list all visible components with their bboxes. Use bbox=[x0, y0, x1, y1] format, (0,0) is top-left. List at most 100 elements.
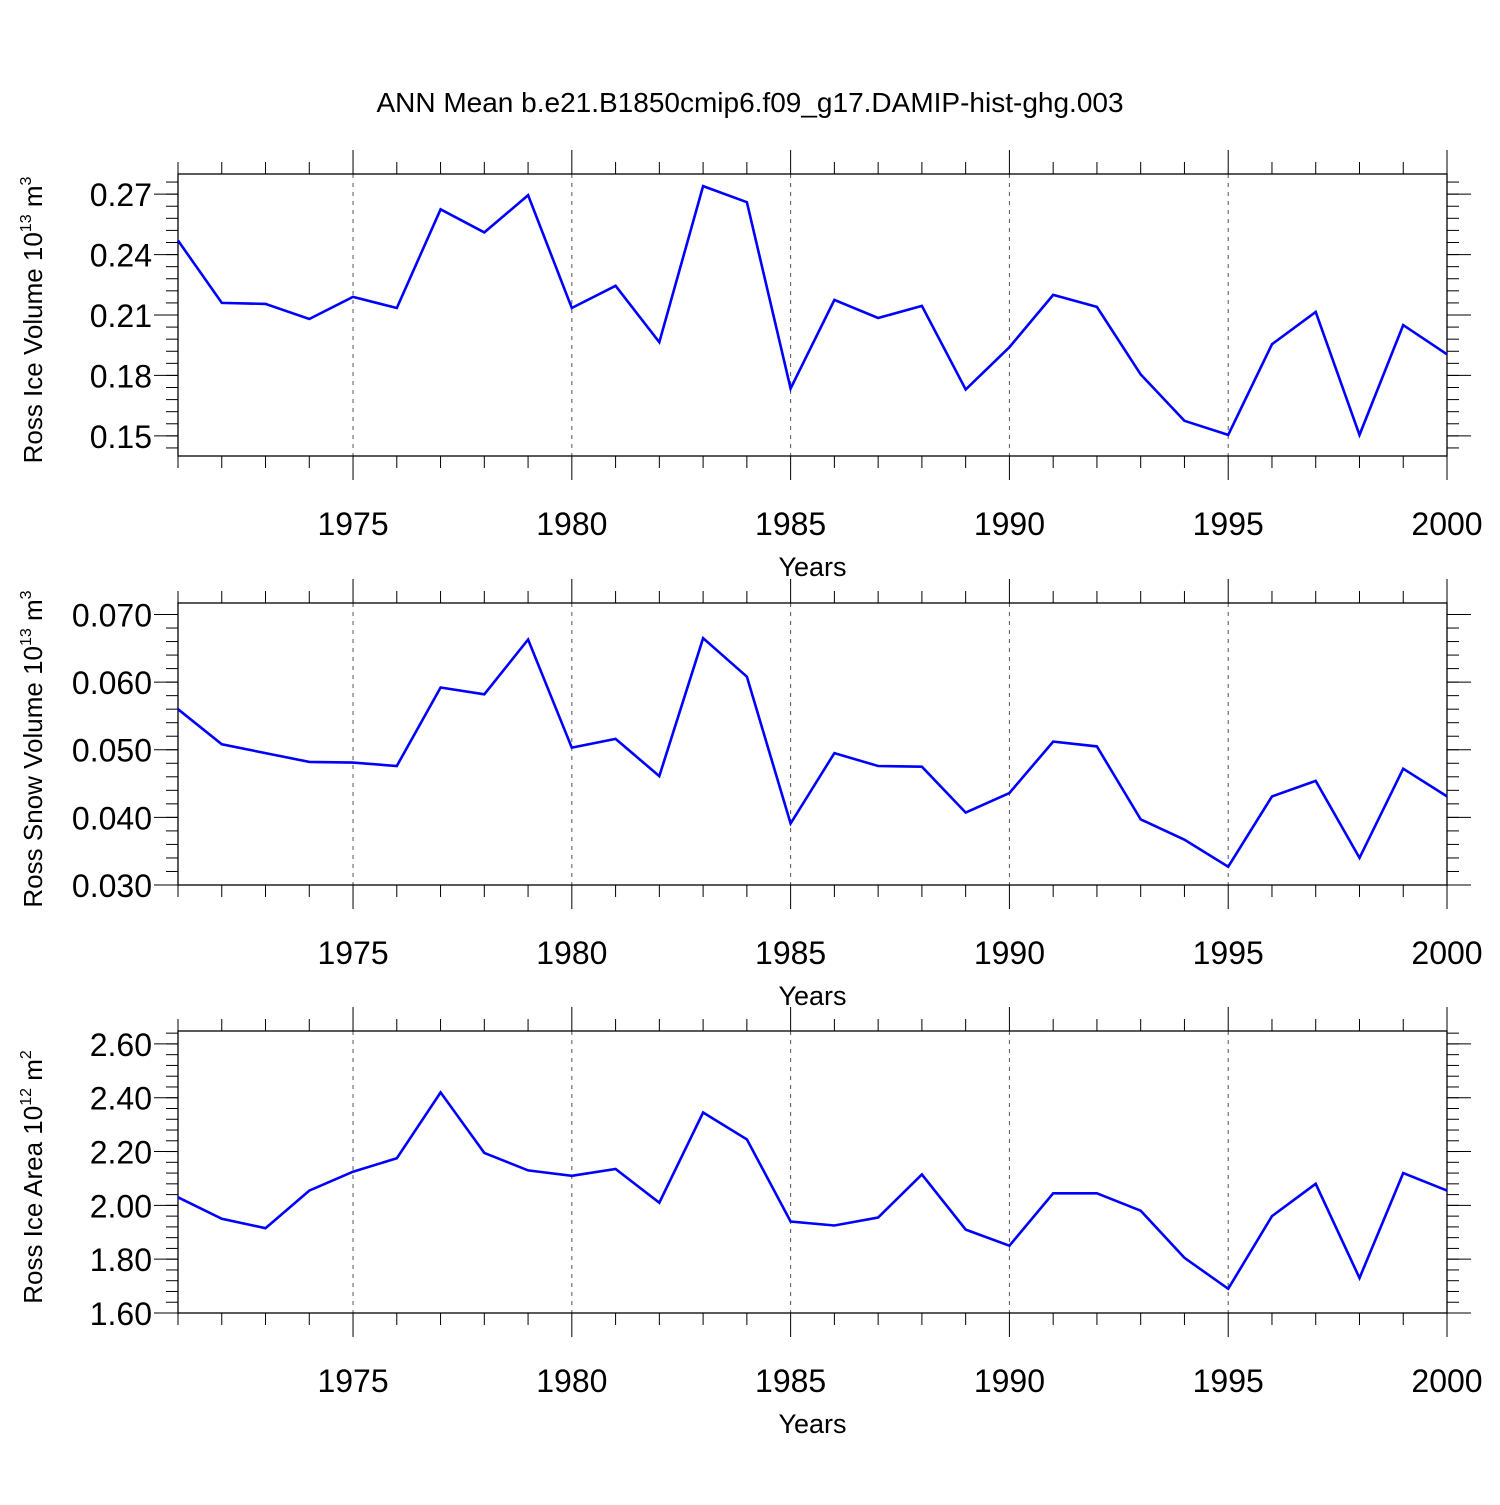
ytick-label-ice-area-0: 1.60 bbox=[90, 1296, 152, 1332]
xtick-label-snow-volume-1975: 1975 bbox=[317, 935, 388, 971]
ytick-label-ice-volume-0: 0.15 bbox=[90, 419, 152, 455]
data-point-ice-volume-1993 bbox=[1139, 372, 1143, 376]
xtick-label-ice-volume-1990: 1990 bbox=[974, 506, 1045, 542]
data-point-ice-volume-1995 bbox=[1226, 433, 1230, 437]
data-point-ice-area-1973 bbox=[264, 1226, 268, 1230]
xtick-label-ice-volume-1980: 1980 bbox=[536, 506, 607, 542]
data-point-snow-volume-1971 bbox=[176, 707, 180, 711]
data-point-ice-area-1972 bbox=[220, 1217, 224, 1221]
data-point-snow-volume-1983 bbox=[701, 636, 705, 640]
data-point-snow-volume-1981 bbox=[614, 737, 618, 741]
ytick-label-ice-volume-3: 0.24 bbox=[90, 238, 152, 274]
data-point-ice-volume-1979 bbox=[526, 193, 530, 197]
xtick-label-ice-area-1985: 1985 bbox=[755, 1363, 826, 1399]
yaxis-label-snow-volume: Ross Snow Volume 1013 m3 bbox=[18, 590, 48, 907]
data-point-snow-volume-1972 bbox=[220, 742, 224, 746]
data-point-snow-volume-1995 bbox=[1226, 865, 1230, 869]
data-point-snow-volume-1996 bbox=[1270, 794, 1274, 798]
data-point-ice-volume-1985 bbox=[789, 387, 793, 391]
data-point-snow-volume-1997 bbox=[1314, 779, 1318, 783]
xtick-label-snow-volume-1985: 1985 bbox=[755, 935, 826, 971]
data-point-snow-volume-1999 bbox=[1401, 767, 1405, 771]
ytick-label-ice-volume-1: 0.18 bbox=[90, 358, 152, 394]
data-point-ice-volume-1971 bbox=[176, 238, 180, 242]
data-point-ice-volume-1972 bbox=[220, 301, 224, 305]
data-point-ice-area-1991 bbox=[1051, 1191, 1055, 1195]
data-point-ice-volume-1975 bbox=[351, 295, 355, 299]
data-point-ice-area-1997 bbox=[1314, 1182, 1318, 1186]
data-point-snow-volume-1986 bbox=[832, 751, 836, 755]
xtick-label-ice-area-1980: 1980 bbox=[536, 1363, 607, 1399]
xtick-label-ice-volume-1975: 1975 bbox=[317, 506, 388, 542]
data-point-ice-area-1990 bbox=[1007, 1244, 1011, 1248]
xtick-label-snow-volume-1980: 1980 bbox=[536, 935, 607, 971]
panel-snow-volume: 0.030 0.040 0.050 0.060 0.070 1975 1980 1985 199… bbox=[18, 579, 1483, 1011]
ytick-label-ice-area-3: 2.20 bbox=[90, 1135, 152, 1171]
data-point-ice-volume-1982 bbox=[657, 340, 661, 344]
data-point-ice-volume-1977 bbox=[439, 207, 443, 211]
data-point-ice-area-1978 bbox=[482, 1151, 486, 1155]
xtick-label-snow-volume-2000: 2000 bbox=[1411, 935, 1482, 971]
series-line-ice-volume bbox=[176, 184, 1448, 439]
data-point-ice-volume-1996 bbox=[1270, 342, 1274, 346]
plot-frame-snow-volume bbox=[177, 602, 1448, 886]
chart-title: ANN Mean b.e21.B1850cmip6.f09_g17.DAMIP-… bbox=[376, 87, 1123, 118]
plot-frame-ice-area bbox=[177, 1030, 1448, 1314]
data-point-ice-area-1980 bbox=[570, 1174, 574, 1178]
ytick-label-ice-volume-4: 0.27 bbox=[90, 177, 152, 213]
data-point-ice-area-1976 bbox=[395, 1156, 399, 1160]
data-point-ice-area-1992 bbox=[1095, 1191, 1099, 1195]
data-point-ice-area-1974 bbox=[307, 1189, 311, 1193]
yaxis-label-ice-area: Ross Ice Area 1012 m2 bbox=[18, 1050, 48, 1304]
data-point-snow-volume-1987 bbox=[876, 764, 880, 768]
ytick-label-ice-area-5: 2.60 bbox=[90, 1027, 152, 1063]
data-point-ice-area-1982 bbox=[657, 1201, 661, 1205]
data-point-ice-area-1977 bbox=[439, 1090, 443, 1094]
data-point-snow-volume-1974 bbox=[307, 760, 311, 764]
data-point-ice-volume-1974 bbox=[307, 317, 311, 321]
data-point-snow-volume-1990 bbox=[1007, 791, 1011, 795]
ytick-label-ice-area-2: 2.00 bbox=[90, 1188, 152, 1224]
data-point-snow-volume-1973 bbox=[264, 751, 268, 755]
series-line-snow-volume bbox=[177, 635, 1448, 869]
data-point-snow-volume-1980 bbox=[570, 746, 574, 750]
data-point-ice-volume-1987 bbox=[876, 316, 880, 320]
xtick-label-ice-volume-1985: 1985 bbox=[755, 506, 826, 542]
data-point-ice-area-1985 bbox=[789, 1220, 793, 1224]
data-point-snow-volume-1982 bbox=[657, 774, 661, 778]
panels: 0.15 0.18 0.21 0.24 0.27 1975 1980 1985 1990 1995… bbox=[18, 150, 1483, 1439]
data-point-ice-volume-1980 bbox=[570, 306, 574, 310]
xtick-label-ice-volume-1995: 1995 bbox=[1193, 506, 1264, 542]
xtick-label-ice-area-1995: 1995 bbox=[1193, 1363, 1264, 1399]
data-point-snow-volume-1991 bbox=[1051, 740, 1055, 744]
data-point-ice-volume-1981 bbox=[614, 284, 618, 288]
data-point-ice-volume-1997 bbox=[1314, 310, 1318, 314]
data-point-ice-area-1986 bbox=[832, 1224, 836, 1228]
data-point-ice-volume-1988 bbox=[920, 304, 924, 308]
data-point-ice-area-1993 bbox=[1139, 1209, 1143, 1213]
data-point-ice-area-1998 bbox=[1357, 1276, 1361, 1280]
ytick-label-snow-volume-2: 0.050 bbox=[72, 733, 152, 769]
data-point-ice-volume-1986 bbox=[832, 298, 836, 302]
data-point-snow-volume-1998 bbox=[1357, 856, 1361, 860]
data-point-ice-volume-1976 bbox=[395, 306, 399, 310]
data-point-ice-area-1984 bbox=[745, 1137, 749, 1141]
ytick-label-ice-volume-2: 0.21 bbox=[90, 298, 152, 334]
data-point-snow-volume-1984 bbox=[745, 675, 749, 679]
data-point-snow-volume-1975 bbox=[351, 761, 355, 765]
data-point-snow-volume-1977 bbox=[439, 686, 443, 690]
data-point-ice-volume-1983 bbox=[701, 184, 705, 188]
data-point-ice-area-1989 bbox=[964, 1228, 968, 1232]
data-point-ice-area-1979 bbox=[526, 1168, 530, 1172]
data-point-ice-volume-1973 bbox=[264, 302, 268, 306]
data-point-snow-volume-1992 bbox=[1095, 744, 1099, 748]
xaxis-label-snow-volume: Years bbox=[778, 981, 846, 1011]
data-point-ice-volume-1994 bbox=[1182, 419, 1186, 423]
data-point-ice-volume-1991 bbox=[1051, 293, 1055, 297]
ytick-label-snow-volume-3: 0.060 bbox=[72, 665, 152, 701]
data-point-snow-volume-1976 bbox=[395, 764, 399, 768]
data-point-snow-volume-1989 bbox=[964, 811, 968, 815]
xtick-label-snow-volume-1995: 1995 bbox=[1193, 935, 1264, 971]
